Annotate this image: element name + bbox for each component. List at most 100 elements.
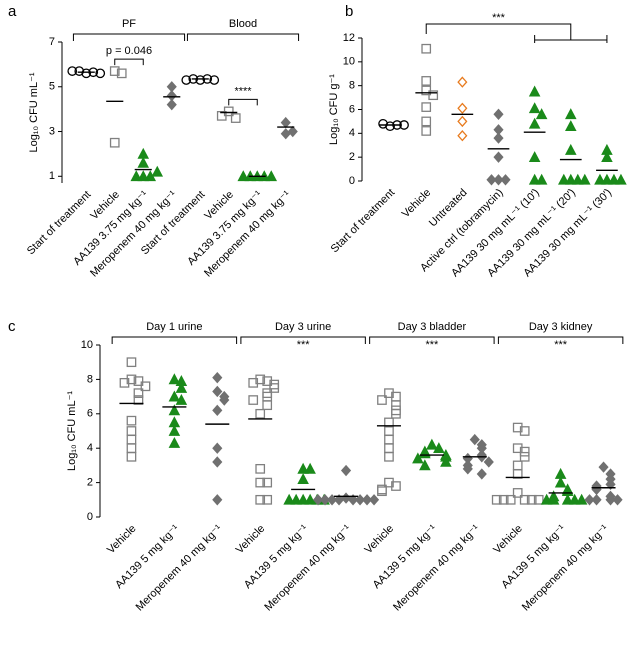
- significance-bracket: [228, 98, 258, 106]
- data-point: [391, 400, 401, 411]
- data-point: [340, 492, 352, 504]
- y-tick-label: 4: [87, 442, 93, 454]
- data-point: [340, 464, 352, 477]
- data-point: [457, 76, 468, 88]
- data-point: [195, 75, 206, 85]
- data-point: [175, 381, 188, 393]
- data-point: [297, 473, 309, 485]
- x-tick-label: Start of treatment: [329, 187, 398, 256]
- data-point: [384, 434, 394, 445]
- y-tick-label: 10: [343, 56, 355, 68]
- data-point: [457, 102, 468, 114]
- y-tick-label: 0: [87, 511, 93, 523]
- data-point: [262, 400, 273, 411]
- data-point: [572, 173, 584, 185]
- data-point: [605, 494, 616, 506]
- data-point: [615, 173, 627, 185]
- data-point: [440, 455, 452, 467]
- panel-label: b: [345, 3, 353, 20]
- data-point: [126, 451, 137, 462]
- x-tick-label: Meropenem 40 mg kg⁻¹: [520, 522, 611, 613]
- data-point: [280, 116, 291, 129]
- data-point: [95, 68, 106, 79]
- data-point: [181, 75, 192, 85]
- data-point: [426, 438, 438, 450]
- significance: ****: [234, 85, 252, 97]
- data-point: [528, 85, 541, 97]
- data-point: [126, 426, 137, 436]
- data-point: [212, 456, 223, 468]
- data-point: [601, 173, 613, 185]
- data-point: [168, 373, 181, 385]
- data-point: [457, 130, 468, 142]
- x-tick-label: Meropenem 40 mg kg⁻¹: [134, 522, 225, 613]
- data-point: [326, 494, 338, 506]
- data-point: [126, 374, 137, 385]
- data-point: [554, 476, 567, 488]
- group-bracket: [186, 33, 300, 41]
- data-point: [255, 463, 266, 474]
- data-point: [230, 113, 241, 123]
- data-point: [519, 446, 530, 457]
- data-point: [498, 494, 509, 505]
- data-point: [255, 494, 266, 505]
- significance: ***: [425, 339, 439, 351]
- data-point: [166, 98, 177, 111]
- group-label: Day 3 kidney: [529, 321, 593, 333]
- data-point: [540, 493, 553, 505]
- data-point: [535, 173, 548, 185]
- data-point: [391, 408, 401, 419]
- y-tick-label: 2: [349, 151, 355, 163]
- data-point: [535, 108, 548, 120]
- data-point: [81, 68, 92, 79]
- x-tick-label: Vehicle: [234, 523, 268, 557]
- data-point: [565, 108, 577, 120]
- x-tick-label: Vehicle: [105, 523, 139, 557]
- data-point: [377, 486, 387, 497]
- panel-label: c: [8, 318, 16, 335]
- y-tick-label: 6: [87, 408, 93, 420]
- data-point: [601, 151, 613, 163]
- data-point: [384, 443, 394, 454]
- data-point: [269, 383, 280, 393]
- data-point: [385, 121, 395, 132]
- data-point: [512, 422, 523, 433]
- data-point: [493, 108, 504, 120]
- data-point: [519, 426, 530, 436]
- data-point: [421, 76, 432, 86]
- data-point: [361, 494, 373, 506]
- data-point: [126, 415, 137, 426]
- data-point: [608, 173, 620, 185]
- group-label: PF: [122, 18, 136, 30]
- data-point: [137, 147, 150, 159]
- data-point: [133, 395, 144, 405]
- data-point: [575, 493, 588, 505]
- y-tick-label: 7: [49, 36, 55, 48]
- data-point: [168, 424, 181, 436]
- y-tick-label: 10: [81, 339, 93, 351]
- comparison-bracket: [425, 23, 608, 43]
- data-point: [297, 493, 309, 505]
- data-point: [212, 385, 223, 398]
- data-point: [561, 493, 574, 505]
- y-tick-label: 8: [87, 373, 93, 385]
- significance: ***: [554, 339, 568, 351]
- data-point: [212, 442, 223, 454]
- data-point: [457, 115, 468, 128]
- data-point: [528, 173, 541, 185]
- data-point: [347, 494, 359, 506]
- data-point: [255, 408, 266, 419]
- data-point: [354, 494, 366, 506]
- significance: p = 0.046: [106, 45, 152, 57]
- data-point: [262, 494, 273, 505]
- data-point: [512, 443, 523, 454]
- data-point: [493, 132, 504, 144]
- data-point: [421, 102, 432, 112]
- data-point: [483, 456, 494, 468]
- data-point: [255, 374, 266, 385]
- data-point: [419, 459, 431, 471]
- data-point: [565, 173, 577, 185]
- data-point: [248, 395, 259, 405]
- data-point: [377, 395, 387, 405]
- x-tick-label: Vehicle: [491, 523, 525, 557]
